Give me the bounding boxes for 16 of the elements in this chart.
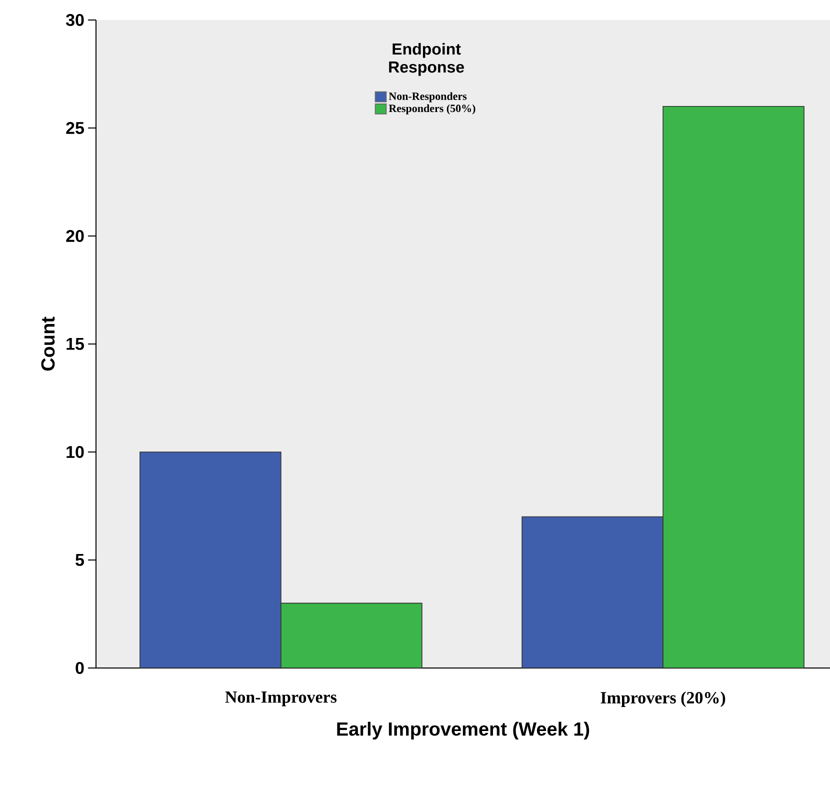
y-tick-label: 5 bbox=[76, 554, 84, 566]
y-tick-label: 20 bbox=[66, 230, 84, 242]
x-tick-label: Non-Improvers bbox=[225, 692, 337, 706]
y-tick-label: 15 bbox=[66, 338, 84, 350]
legend-label: Non-Responders bbox=[388, 92, 467, 102]
y-tick-label: 25 bbox=[66, 122, 84, 134]
y-axis-title: Count bbox=[41, 316, 55, 371]
legend-title: Endpoint Response bbox=[389, 42, 464, 76]
x-axis-title: Early Improvement (Week 1) bbox=[337, 722, 590, 740]
legend-label: Responders (50%) bbox=[388, 104, 476, 114]
y-tick-label: 0 bbox=[76, 662, 84, 674]
y-tick-label: 30 bbox=[66, 14, 84, 26]
y-tick-label: 10 bbox=[66, 446, 84, 458]
bar bbox=[140, 452, 282, 668]
bar bbox=[522, 516, 664, 668]
x-tick-label: Improvers (20%) bbox=[600, 692, 726, 707]
